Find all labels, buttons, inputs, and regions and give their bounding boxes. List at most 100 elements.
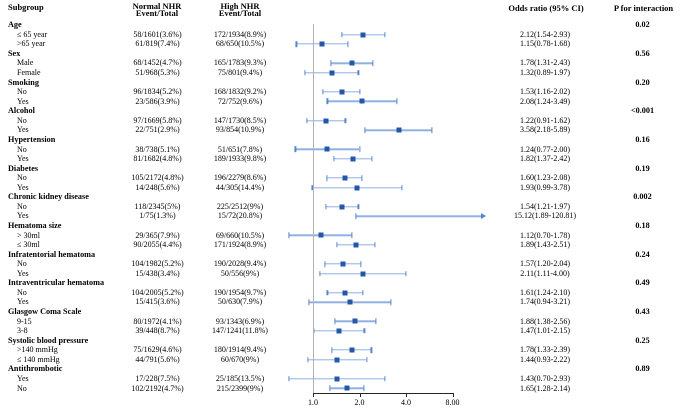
ci-cap-right	[390, 299, 392, 306]
forest-row: ≤ 140 mmHg 44/791(5.6%) 60/670(9%) 1.44(0.9…	[0, 355, 685, 365]
p-interaction-value: 0.18	[635, 220, 650, 230]
or-marker	[350, 156, 356, 162]
high-nhr-value: 180/1914(9.4%)	[213, 345, 267, 355]
x-axis-line	[313, 392, 453, 394]
column-header-normal-nhr-line2: Event/Total	[135, 7, 179, 18]
odds-ratio-text: 1.61(1.24-2.10)	[520, 287, 570, 297]
subgroup-label: No	[17, 287, 27, 297]
plot-cell	[283, 297, 490, 307]
odds-ratio-text: 1.74(0.94-3.21)	[520, 297, 570, 307]
or-marker	[349, 60, 355, 66]
group-row-1: Sex 0.56	[0, 49, 685, 59]
forest-row: Yes 81/1682(4.8%) 189/1933(9.8%) 1.82(1.37-…	[0, 154, 685, 164]
odds-ratio-text: 1.54(1.21-1.97)	[520, 201, 570, 211]
high-nhr-value: 168/1832(9.2%)	[213, 87, 267, 97]
axis-tick-label-0: 1.0	[308, 398, 318, 407]
ci-cap-left	[333, 156, 335, 162]
high-nhr-value: 172/1934(8.9%)	[213, 29, 267, 39]
forest-row: No 96/1834(5.2%) 168/1832(9.2%) 1.53(1.16-2…	[0, 87, 685, 97]
forest-row: No 97/1669(5.8%) 147/1730(8.5%) 1.22(0.91-1…	[0, 116, 685, 126]
p-interaction-value: 0.16	[635, 134, 650, 144]
odds-ratio-text: 2.12(1.54-2.93)	[520, 29, 570, 39]
group-row-10: Glasgow Coma Scale 0.43	[0, 307, 685, 317]
ci-cap-left	[319, 270, 321, 277]
group-row-3: Alcohol <0.001	[0, 106, 685, 116]
odds-ratio-text: 1.78(1.33-2.39)	[520, 345, 570, 355]
p-interaction-value: 0.19	[635, 163, 650, 173]
ci-cap-right	[357, 203, 360, 210]
or-marker	[344, 385, 350, 391]
ci-cap-left	[306, 117, 308, 124]
subgroup-label: No	[17, 201, 27, 211]
axis-tick-label-3: 8.00	[445, 398, 460, 407]
group-row-11: Systolic blood pressure 0.25	[0, 336, 685, 346]
reference-line-or-1	[313, 24, 314, 393]
normal-nhr-value: 39/448(8.7%)	[135, 326, 180, 336]
plot-cell	[283, 145, 490, 155]
normal-nhr-value: 81/1682(4.8%)	[133, 154, 182, 164]
odds-ratio-text: 1.82(1.37-2.42)	[520, 154, 570, 164]
or-marker	[323, 118, 329, 124]
ci-cap-right	[360, 261, 362, 267]
column-header-odds-ratio: Odds ratio (95% CI)	[508, 3, 584, 13]
or-marker	[354, 185, 360, 190]
plot-cell	[283, 78, 490, 88]
ci-cap-right	[351, 232, 353, 239]
normal-nhr-value: 17/228(7.5%)	[135, 373, 180, 383]
odds-ratio-text: 1.65(1.28-2.14)	[520, 383, 570, 393]
odds-ratio-text: 1.47(1.01-2.15)	[520, 326, 570, 336]
odds-ratio-text: 1.12(0.70-1.78)	[520, 230, 570, 240]
forest-row: >65 year 61/819(7.4%) 68/650(10.5%) 1.15(0.…	[0, 39, 685, 49]
plot-cell	[283, 259, 490, 269]
group-row-12: Antithrombotic 0.89	[0, 364, 685, 374]
normal-nhr-value: 102/2192(4.7%)	[131, 383, 184, 393]
ci-cap-left	[324, 261, 326, 267]
normal-nhr-value: 80/1972(4.1%)	[133, 316, 182, 326]
forest-row: ≤ 65 year 58/1601(3.6%) 172/1934(8.9%) 2.12…	[0, 30, 685, 40]
ci-cap-right	[344, 117, 346, 124]
column-header-subgroup: Subgroup	[8, 2, 44, 12]
ci-cap-left	[322, 89, 324, 95]
odds-ratio-text: 1.88(1.38-2.56)	[520, 316, 570, 326]
plot-cell	[283, 269, 490, 279]
group-row-7: Hematoma size 0.18	[0, 221, 685, 231]
subgroup-label: Male	[17, 58, 34, 68]
forest-row: Yes 15/415(3.6%) 50/630(7.9%) 1.74(0.94-3.2…	[0, 297, 685, 307]
ci-cap-left	[325, 203, 327, 210]
ci-cap-right	[365, 356, 368, 363]
plot-cell	[283, 58, 490, 68]
odds-ratio-text: 1.22(0.91-1.62)	[520, 115, 570, 125]
normal-nhr-value: 118/2345(5%)	[134, 201, 181, 211]
odds-ratio-text: 1.32(0.89-1.97)	[520, 68, 570, 78]
high-nhr-value: 225/2512(9%)	[216, 201, 264, 211]
subgroup-label: ≤ 140 mmHg	[17, 354, 60, 364]
forest-row: No 104/2005(5.2%) 190/1954(9.7%) 1.61(1.24-…	[0, 288, 685, 298]
axis-tick-3	[452, 392, 454, 397]
plot-cell	[283, 288, 490, 298]
ci-cap-left	[294, 146, 297, 153]
axis-tick-0	[313, 392, 315, 397]
high-nhr-value: 25/185(13.5%)	[215, 373, 265, 383]
group-label: Hematoma size	[8, 220, 62, 230]
subgroup-label: 9-15	[17, 316, 32, 326]
subgroup-label: Yes	[17, 125, 29, 135]
ci-cap-right	[361, 175, 363, 181]
subgroup-label: Yes	[17, 182, 29, 192]
group-row-2: Smoking 0.20	[0, 78, 685, 88]
column-header-normal-nhr-line1: Normal NHR	[132, 1, 182, 11]
high-nhr-value: 190/2028(9.4%)	[213, 259, 267, 269]
plot-cell	[283, 326, 490, 336]
subgroup-label: ≤ 30ml	[17, 240, 40, 250]
or-marker	[359, 98, 365, 104]
or-marker	[339, 89, 345, 95]
normal-nhr-value: 104/1982(5.2%)	[131, 259, 184, 269]
high-nhr-value: 50/556(9%)	[220, 268, 260, 278]
subgroup-label: No	[17, 144, 27, 154]
forest-row: No 102/2192(4.7%) 215/2399(9%) 1.65(1.28-2.…	[0, 384, 685, 394]
or-marker	[334, 357, 340, 363]
ci-cap-left	[311, 184, 313, 191]
ci-cap-left	[288, 232, 290, 239]
group-row-8: Infratentorial hematoma 0.24	[0, 250, 685, 260]
or-marker	[347, 299, 353, 305]
